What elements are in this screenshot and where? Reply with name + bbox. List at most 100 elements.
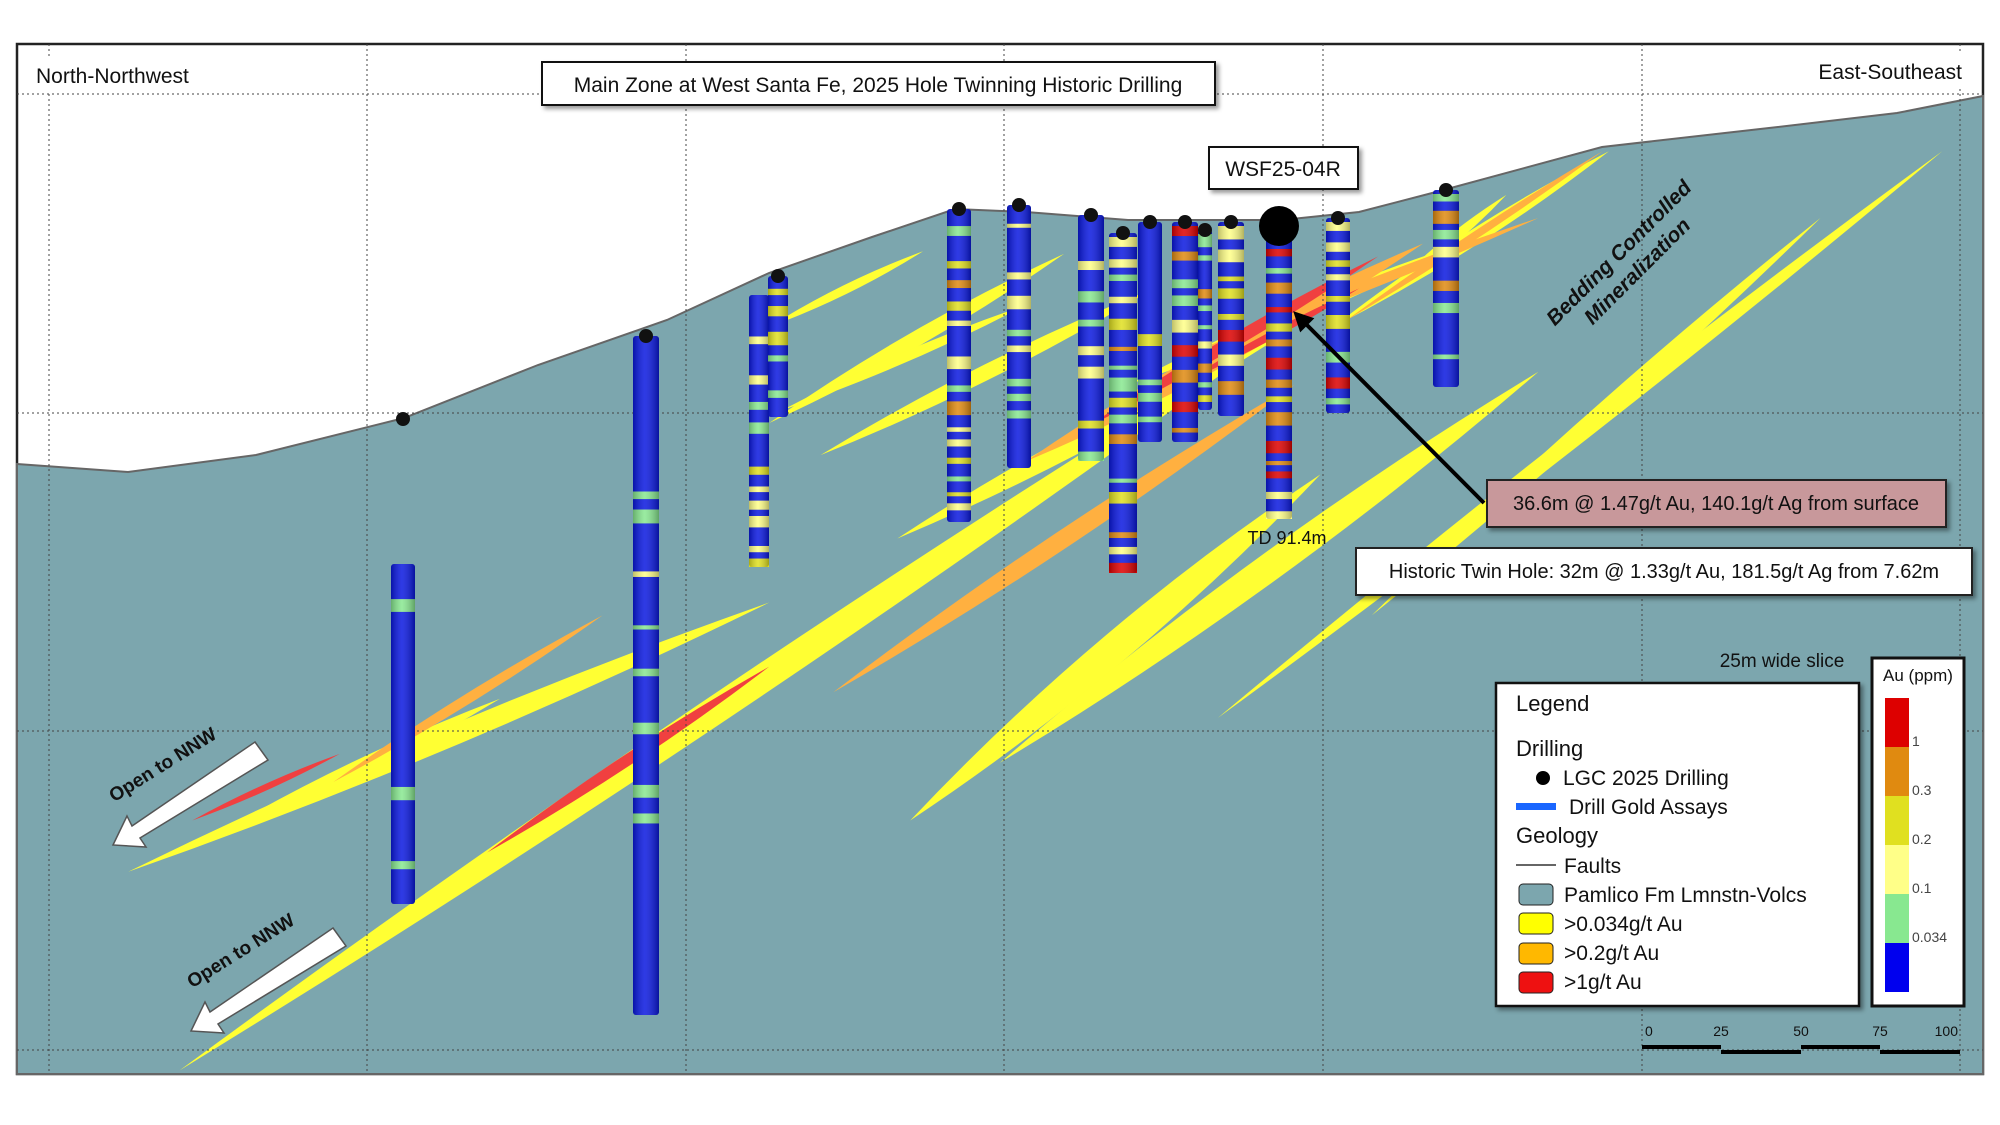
au-colorbar: Au (ppm) 1 0.3 0.2 0.1 0.034 bbox=[1870, 656, 1966, 1008]
figure-title: Main Zone at West Santa Fe, 2025 Hole Tw… bbox=[574, 74, 1183, 97]
drill-hole bbox=[1078, 208, 1104, 461]
legend-drilling-heading: Drilling bbox=[1516, 736, 1583, 761]
collar-dot-icon bbox=[639, 329, 653, 343]
mineralized-lens bbox=[487, 666, 770, 853]
collar-dot-icon bbox=[1224, 215, 1238, 229]
scale-label-75: 75 bbox=[1872, 1023, 1888, 1039]
black-dot-icon bbox=[1536, 771, 1550, 785]
ese-label-bg bbox=[1795, 54, 1975, 88]
legend-item-faults: Faults bbox=[1564, 855, 1621, 878]
drill-hole bbox=[1326, 211, 1350, 413]
wsf25-04r-collar-icon bbox=[1259, 206, 1299, 246]
drill-hole bbox=[947, 202, 971, 522]
drill-trace-shading bbox=[1172, 222, 1198, 442]
colorbar-segment bbox=[1885, 747, 1909, 796]
colorbar-tick-label: 0.034 bbox=[1912, 929, 1947, 945]
drill-hole bbox=[768, 269, 788, 417]
legend-item-pamlico: Pamlico Fm Lmnstn-Volcs bbox=[1564, 884, 1807, 907]
drill-trace-shading bbox=[391, 564, 415, 904]
colorbar-segment bbox=[1885, 845, 1909, 894]
drill-hole bbox=[1218, 215, 1244, 416]
colorbar-segment bbox=[1885, 894, 1909, 943]
historic-intercept-callout-box bbox=[1355, 547, 1973, 596]
drill-trace-shading bbox=[1326, 218, 1350, 413]
mineralized-lens bbox=[769, 251, 924, 327]
colorbar-segment bbox=[1885, 698, 1909, 747]
drill-trace-shading bbox=[1138, 222, 1162, 442]
drill-trace-shading bbox=[768, 276, 788, 417]
collar-dot-icon bbox=[1143, 215, 1157, 229]
colorbar-title: Au (ppm) bbox=[1883, 666, 1953, 685]
scale-label-100: 100 bbox=[1935, 1023, 1959, 1039]
drill-trace-shading bbox=[749, 295, 769, 567]
legend-item-1: >1g/t Au bbox=[1564, 971, 1642, 994]
swatch-host-rock bbox=[1518, 883, 1554, 906]
drill-trace-shading bbox=[947, 209, 971, 522]
mineralized-lens bbox=[833, 384, 1295, 693]
total-depth-label: TD 91.4m bbox=[1247, 528, 1326, 548]
drill-hole bbox=[1198, 223, 1212, 410]
collar-dot-icon bbox=[1084, 208, 1098, 222]
drill-hole bbox=[391, 412, 415, 904]
direction-label-ese: East-Southeast bbox=[1818, 61, 1962, 84]
swatch-mid-grade bbox=[1518, 942, 1554, 965]
legend-geology-heading: Geology bbox=[1516, 823, 1598, 848]
drill-trace-shading bbox=[1433, 190, 1459, 387]
drill-trace-shading bbox=[1218, 222, 1244, 416]
drill-trace-shading bbox=[1109, 233, 1137, 573]
title-box bbox=[541, 61, 1216, 106]
mineralized-lens bbox=[1371, 217, 1821, 616]
drill-trace-shading bbox=[1078, 215, 1104, 461]
callout-pointer-arrow bbox=[1293, 311, 1486, 505]
legend-item-02: >0.2g/t Au bbox=[1564, 942, 1659, 965]
drill-hole bbox=[633, 329, 659, 1015]
legend: Legend Drilling LGC 2025 Drilling Drill … bbox=[1494, 681, 1861, 1008]
colorbar-tick-label: 0.2 bbox=[1912, 831, 1932, 847]
hole-label-wsf25-04r: WSF25-04R bbox=[1225, 158, 1341, 181]
mineralized-lens bbox=[910, 474, 1321, 821]
collar-dot-icon bbox=[1012, 198, 1026, 212]
drill-hole bbox=[749, 295, 769, 567]
colorbar-segment bbox=[1885, 943, 1909, 992]
arrow-left-icon bbox=[111, 740, 270, 848]
legend-item-0034: >0.034g/t Au bbox=[1564, 913, 1683, 936]
mineralized-lens bbox=[999, 371, 1539, 763]
scale-label-0: 0 bbox=[1645, 1023, 1653, 1039]
collar-dot-icon bbox=[1439, 183, 1453, 197]
scale-label-50: 50 bbox=[1793, 1023, 1809, 1039]
collar-dot-icon bbox=[396, 412, 410, 426]
mineralized-lens bbox=[179, 320, 1295, 1071]
collar-dot-icon bbox=[1198, 223, 1212, 237]
drill-trace-shading bbox=[633, 336, 659, 1015]
collar-dot-icon bbox=[771, 269, 785, 283]
collar-dot-icon bbox=[1116, 226, 1130, 240]
new-intercept-callout-box bbox=[1486, 479, 1947, 528]
drill-trace-shading bbox=[1198, 230, 1212, 410]
collar-dot-icon bbox=[1331, 211, 1345, 225]
direction-label-nnw: North-Northwest bbox=[36, 65, 189, 88]
collar-dot-icon bbox=[952, 202, 966, 216]
blue-line-icon bbox=[1516, 803, 1556, 810]
drill-hole bbox=[1109, 226, 1137, 573]
drill-hole bbox=[1266, 217, 1292, 519]
legend-item-lgc-2025-drilling: LGC 2025 Drilling bbox=[1563, 767, 1729, 790]
nnw-label-bg bbox=[28, 58, 218, 92]
colorbar-segment bbox=[1885, 796, 1909, 845]
slice-width-label: 25m wide slice bbox=[1720, 651, 1845, 672]
new-intercept-callout: 36.6m @ 1.47g/t Au, 140.1g/t Ag from sur… bbox=[1513, 493, 1919, 515]
grid-lines bbox=[17, 44, 1983, 1074]
legend-title: Legend bbox=[1516, 691, 1589, 716]
drill-hole bbox=[1138, 215, 1162, 442]
colorbar-tick-label: 0.3 bbox=[1912, 782, 1932, 798]
legend-item-drill-gold-assays: Drill Gold Assays bbox=[1569, 796, 1728, 819]
hole-label-box bbox=[1208, 146, 1359, 190]
mineralized-lens bbox=[1346, 151, 1603, 321]
drill-holes bbox=[391, 183, 1459, 1015]
scale-label-25: 25 bbox=[1713, 1023, 1729, 1039]
collar-dot-icon bbox=[1178, 215, 1192, 229]
legend-box bbox=[1494, 681, 1861, 1008]
colorbar-tick-label: 1 bbox=[1912, 733, 1920, 749]
mineralized-lens bbox=[192, 753, 340, 821]
drill-hole bbox=[1172, 215, 1198, 442]
